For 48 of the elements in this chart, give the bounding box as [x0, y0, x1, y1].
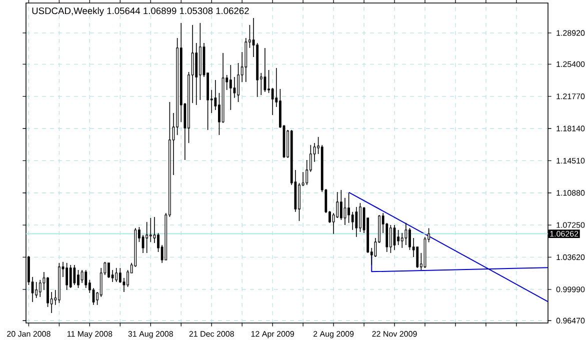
y-tick-label: 1.10880 — [556, 190, 585, 196]
candlestick — [400, 232, 404, 248]
y-tick-label: 1.25400 — [556, 61, 585, 67]
candlestick — [355, 206, 358, 238]
candlestick — [397, 230, 400, 246]
x-tick-label: 31 Aug 2008 — [128, 331, 173, 338]
candlestick — [340, 190, 342, 220]
x-tick-label: 20 Jan 2008 — [7, 331, 50, 337]
candlestick — [408, 228, 411, 250]
candlestick — [416, 246, 419, 268]
x-tick-label: 22 Nov 2009 — [372, 331, 417, 337]
x-tick-label: 12 Apr 2009 — [251, 331, 294, 338]
x-tick-label: 11 May 2008 — [67, 331, 112, 338]
candlestick — [404, 222, 408, 246]
y-tick-label: 1.18140 — [556, 126, 585, 132]
candlestick — [149, 218, 152, 242]
ref-line-label: 1.06262 — [550, 230, 578, 237]
candlestick — [359, 202, 362, 232]
candlestick — [118, 268, 122, 284]
chart-title: USDCAD,Weekly 1.05644 1.06899 1.05308 1.06262 — [32, 7, 249, 16]
candlestick — [146, 222, 148, 254]
candlestick — [69, 264, 72, 288]
candlestick — [237, 62, 240, 102]
candlestick — [115, 268, 118, 282]
candlestick — [66, 262, 68, 290]
candlestick — [73, 264, 76, 286]
candlestick — [84, 270, 88, 288]
candlestick — [233, 76, 236, 98]
y-tick-label: 1.14510 — [556, 158, 585, 164]
candlestick — [77, 270, 80, 288]
candlestick — [389, 224, 392, 254]
candlestick — [336, 192, 339, 218]
y-tick-label: 1.28920 — [556, 30, 585, 36]
candlestick — [229, 64, 232, 110]
y-tick-label: 0.96470 — [556, 318, 585, 324]
candlestick — [348, 192, 350, 224]
y-tick-label: 1.03620 — [556, 254, 585, 260]
y-tick-label: 1.07250 — [556, 222, 585, 228]
y-tick-label: 0.99990 — [556, 286, 585, 292]
candlestick — [108, 262, 110, 278]
y-tick-label: 1.21770 — [556, 94, 585, 100]
x-tick-label: 21 Dec 2008 — [189, 331, 234, 337]
candlestick — [35, 282, 38, 298]
candlestick — [271, 88, 274, 116]
candlestick — [351, 212, 354, 230]
candlestick — [80, 270, 84, 284]
candlestick — [38, 280, 42, 298]
x-tick-label: 2 Aug 2009 — [313, 331, 354, 338]
